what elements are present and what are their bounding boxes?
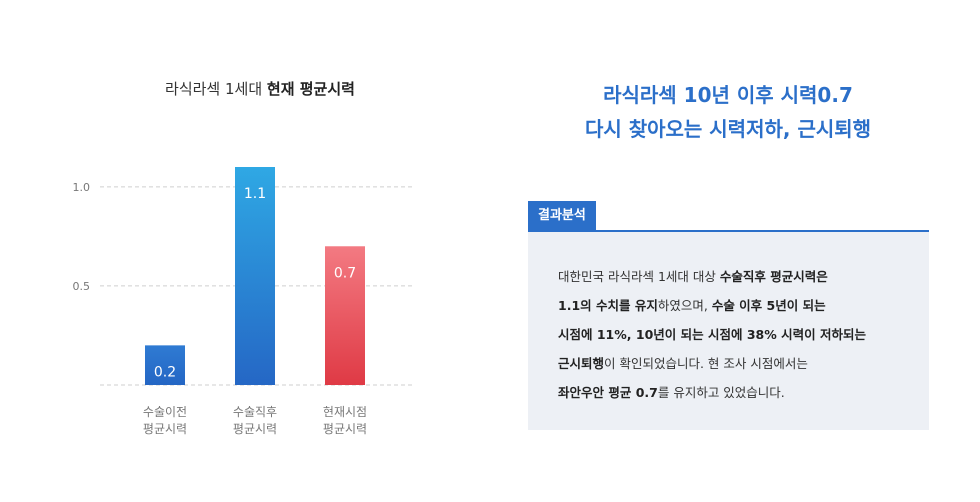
headline-line2: 다시 찾아오는 시력저하, 근시퇴행 (584, 117, 872, 141)
y-tick-label: 1.0 (73, 181, 91, 194)
bar-chart: 0.5 1.0 0.2 수술이전 평균시력 1.1 수술직후 평균시력 0.7 현재시점 평균시력 (73, 167, 412, 436)
bar (145, 345, 185, 385)
x-category-label: 현재시점 평균시력 (323, 405, 367, 436)
headline-line1: 라식라섹 10년 이후 시력0.7 (603, 83, 853, 107)
bar-value-label: 0.2 (154, 364, 176, 380)
analysis-strong-text: 근시퇴행 (558, 356, 605, 371)
x-category-label: 수술이전 평균시력 (143, 405, 187, 436)
bar-value-label: 1.1 (244, 186, 266, 202)
analysis-text-segment: 하였으며, (657, 298, 712, 313)
bar (235, 167, 275, 385)
analysis-badge: 결과분석 (528, 201, 596, 231)
chart-title-normal: 라식라섹 1세대 (165, 80, 267, 98)
analysis-text-segment: 이 확인되었습니다. 현 조사 시점에서는 (604, 356, 808, 371)
chart-title: 라식라섹 1세대 현재 평균시력 (100, 78, 420, 99)
x-category-label: 수술직후 평균시력 (233, 405, 277, 436)
headline: 라식라섹 10년 이후 시력0.7 다시 찾아오는 시력저하, 근시퇴행 (528, 78, 928, 146)
bar (325, 246, 365, 385)
analysis-text-segment: 대한민국 라식라섹 1세대 대상 (558, 269, 720, 284)
analysis-strong-text: 1.1의 수치를 유지 (558, 298, 658, 313)
bar-value-label: 0.7 (334, 265, 356, 281)
analysis-panel: 대한민국 라식라섹 1세대 대상 수술직후 평균시력은 1.1의 수치를 유지하였… (528, 230, 929, 430)
analysis-strong-text: 수술직후 평균시력은 (719, 269, 828, 284)
analysis-strong-text: 수술 이후 5년이 되는 (711, 298, 826, 313)
y-tick-label: 0.5 (73, 280, 91, 293)
analysis-text-segment: 를 유지하고 있었습니다. (657, 385, 785, 400)
analysis-strong-text: 시점에 11%, 10년이 되는 시점에 38% 시력이 저하되는 (558, 327, 866, 342)
chart-title-bold: 현재 평균시력 (266, 80, 355, 98)
analysis-strong-text: 좌안우안 평균 0.7 (558, 385, 658, 400)
analysis-text: 대한민국 라식라섹 1세대 대상 수술직후 평균시력은 1.1의 수치를 유지하였… (558, 262, 918, 407)
